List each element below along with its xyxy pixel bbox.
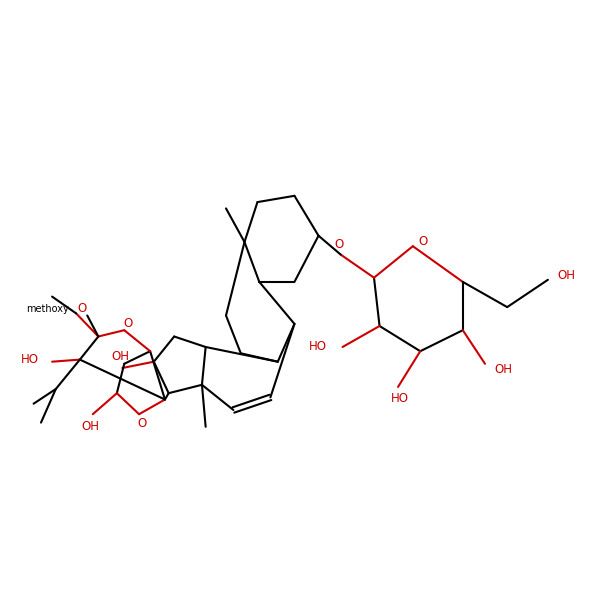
Text: O: O <box>137 416 146 430</box>
Text: O: O <box>77 302 87 315</box>
Text: HO: HO <box>391 392 409 406</box>
Text: OH: OH <box>557 269 575 283</box>
Text: OH: OH <box>494 363 512 376</box>
Text: OH: OH <box>112 349 130 362</box>
Text: methoxy: methoxy <box>26 304 68 314</box>
Text: O: O <box>124 317 133 329</box>
Text: HO: HO <box>308 340 326 353</box>
Text: OH: OH <box>82 420 100 433</box>
Text: HO: HO <box>21 353 39 366</box>
Text: O: O <box>334 238 343 251</box>
Text: O: O <box>418 235 427 248</box>
